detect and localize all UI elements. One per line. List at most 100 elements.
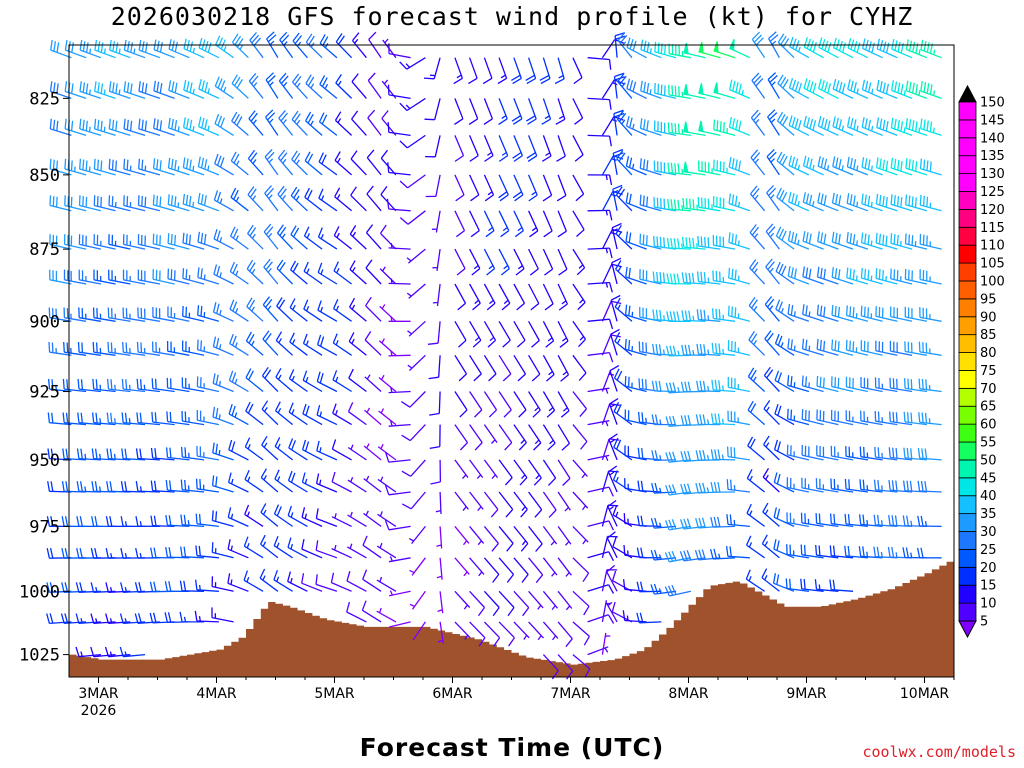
wind-barb <box>425 174 441 198</box>
wind-barb <box>302 333 323 356</box>
wind-barb <box>874 446 898 461</box>
wind-barb <box>745 569 765 592</box>
wind-barb <box>246 297 264 322</box>
colorbar-box <box>958 423 977 443</box>
wind-barb <box>511 57 522 85</box>
wind-barb <box>774 370 795 393</box>
colorbar-tick-label: 140 <box>980 131 1005 146</box>
wind-barb <box>612 184 623 211</box>
wind-barb <box>861 38 883 59</box>
wind-barb <box>195 478 219 493</box>
wind-barb <box>830 445 854 461</box>
wind-barb <box>264 149 279 176</box>
wind-barb <box>513 491 528 518</box>
wind-barb <box>211 607 234 623</box>
wind-barb <box>587 209 613 221</box>
colorbar-box <box>958 101 977 121</box>
wind-barb <box>860 377 883 393</box>
wind-barb <box>726 479 750 493</box>
wind-barb <box>182 157 205 176</box>
wind-barb <box>454 210 466 238</box>
wind-barb <box>624 409 647 426</box>
wind-barb <box>153 80 175 100</box>
colorbar-box <box>958 459 977 479</box>
wind-barb <box>846 232 869 250</box>
wind-barb <box>587 57 612 70</box>
colorbar-box <box>958 316 977 336</box>
wind-barb <box>227 472 249 493</box>
wind-barb <box>387 122 411 137</box>
wind-barb <box>152 158 175 176</box>
y-tick-label: 900 <box>29 312 60 332</box>
wind-barb <box>469 557 485 577</box>
colorbar-tick-label: 90 <box>980 310 997 325</box>
wind-barb <box>245 331 264 356</box>
wind-barb <box>749 224 766 250</box>
wind-barb <box>377 443 397 461</box>
wind-barb <box>79 81 102 100</box>
wind-barb <box>317 262 338 285</box>
wind-barb <box>513 210 524 238</box>
wind-barb <box>875 306 898 322</box>
wind-barb <box>513 621 530 640</box>
plot-frame <box>68 44 955 678</box>
wind-barb <box>666 273 691 285</box>
wind-barb <box>727 305 751 322</box>
wind-barb <box>751 72 766 99</box>
wind-barb <box>572 135 584 162</box>
wind-barb <box>711 379 736 393</box>
wind-barb <box>483 354 497 382</box>
wind-barb <box>349 260 367 285</box>
wind-barb <box>79 158 102 176</box>
wind-barb <box>639 158 662 176</box>
wind-barb <box>287 505 308 527</box>
wind-barb <box>542 526 558 546</box>
wind-barb <box>513 424 527 451</box>
colorbar-box <box>958 173 977 192</box>
wind-barb <box>712 234 736 250</box>
wind-barb <box>432 283 441 306</box>
colorbar-tick-label: 100 <box>980 274 1005 289</box>
wind-barb <box>469 174 480 202</box>
wind-barb <box>198 79 220 99</box>
wind-barb <box>668 43 692 59</box>
wind-barb <box>228 439 249 461</box>
wind-barb <box>802 304 824 322</box>
wind-barb <box>430 459 442 485</box>
wind-barb <box>613 368 633 393</box>
wind-barb <box>454 98 464 125</box>
wind-barb <box>230 151 249 176</box>
colorbar-tick-label: 95 <box>980 292 997 307</box>
wind-barb <box>919 158 942 176</box>
wind-barb <box>746 535 765 559</box>
wind-barb <box>542 174 553 202</box>
wind-barb <box>845 446 869 461</box>
x-tick-label: 6MAR <box>432 686 473 702</box>
wind-barb <box>331 513 352 527</box>
colorbar-tick-label: 145 <box>980 113 1005 128</box>
wind-barb <box>123 39 146 59</box>
wind-barb <box>832 78 854 99</box>
wind-barb <box>832 37 854 59</box>
y-tick-label: 950 <box>29 451 60 471</box>
wind-barb <box>498 621 515 647</box>
wind-barb <box>261 367 279 392</box>
colorbar-tick-label: 10 <box>980 597 997 612</box>
wind-barb <box>817 156 839 176</box>
wind-barb <box>377 511 397 527</box>
wind-barb <box>454 174 465 202</box>
wind-barb <box>498 525 514 552</box>
wind-barb <box>123 195 146 212</box>
wind-barb <box>498 283 511 311</box>
colorbar-tick-label: 125 <box>980 185 1005 200</box>
wind-barb <box>776 151 795 176</box>
wind-barb <box>861 193 883 212</box>
wind-barb <box>351 73 367 99</box>
wind-barb <box>698 83 721 100</box>
wind-barb <box>245 368 264 393</box>
wind-barb <box>454 135 465 162</box>
wind-barb <box>766 184 780 212</box>
wind-barb <box>624 339 647 356</box>
wind-barb <box>106 378 131 393</box>
wind-barb <box>304 187 323 212</box>
